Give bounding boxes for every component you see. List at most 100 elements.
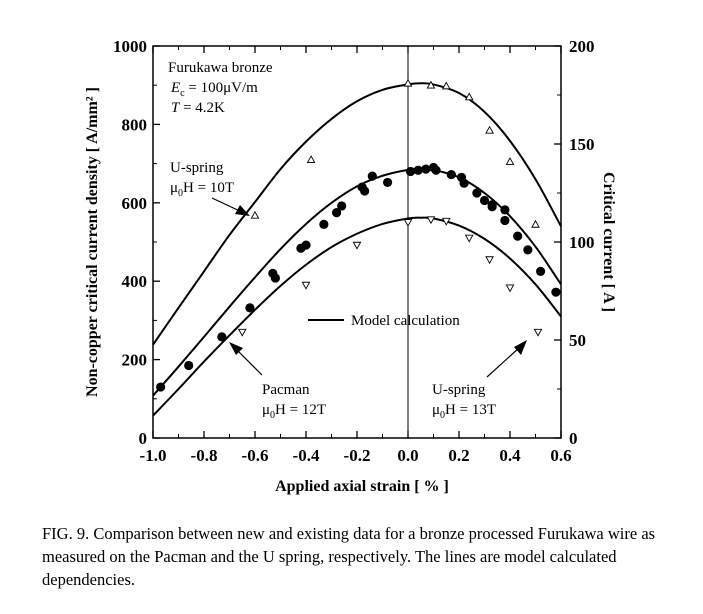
- legend-model-calculation: Model calculation: [308, 313, 460, 329]
- data-point-uspring-10t: [531, 219, 540, 228]
- mu-sub: 0: [440, 410, 445, 421]
- data-point-pacman: [536, 266, 546, 276]
- x-tick-label: 0.2: [448, 446, 469, 465]
- arrow-head: [514, 340, 527, 355]
- data-point-pacman: [500, 205, 510, 215]
- x-tick-label: -1.0: [140, 446, 167, 465]
- model-curve: [152, 167, 562, 397]
- info-criterion-symbol: E: [170, 80, 180, 96]
- info-criterion-sub: c: [180, 88, 185, 99]
- data-point-uspring-13t: [301, 281, 311, 290]
- data-point-pacman: [472, 188, 482, 198]
- data-point-uspring-13t: [505, 284, 515, 293]
- y-tick-label: 600: [122, 194, 148, 213]
- data-point-pacman: [332, 208, 342, 218]
- arrow-head: [229, 342, 243, 355]
- annotation-pacman-12t-field: μ0H = 12T: [262, 402, 326, 421]
- y-tick-labels: 0 200 400 600 800 1000: [113, 37, 147, 448]
- data-point-uspring-13t: [464, 234, 474, 243]
- legend-label: Model calculation: [351, 313, 460, 329]
- arrow-line: [234, 347, 263, 376]
- mu-symbol: μ: [262, 402, 270, 418]
- mu-symbol: μ: [432, 402, 440, 418]
- data-point-uspring-10t: [306, 155, 316, 164]
- model-curve: [152, 82, 562, 346]
- data-point-uspring-13t: [403, 219, 413, 227]
- annotation-uspring-13t: U-spring μ0H = 13T: [432, 340, 527, 421]
- data-point-uspring-10t: [250, 210, 260, 219]
- y2-tick-labels: 0 50 100 150 200: [569, 37, 595, 448]
- data-point-pacman: [459, 178, 469, 188]
- info-temperature: T = 4.2K: [171, 100, 225, 116]
- x-tick-label: -0.2: [344, 446, 371, 465]
- mu-sub: 0: [270, 410, 275, 421]
- data-point-uspring-13t: [352, 241, 362, 250]
- data-point-pacman: [301, 240, 311, 250]
- data-point-pacman: [383, 177, 393, 188]
- data-point-uspring-10t: [403, 78, 413, 87]
- x-tick-label: 0.0: [397, 446, 418, 465]
- annotation-uspring-13t-name: U-spring: [432, 382, 486, 398]
- y-tick-label: 200: [122, 351, 148, 370]
- data-point-pacman: [268, 268, 278, 278]
- data-point-pacman: [487, 202, 497, 212]
- x-tick-label: -0.8: [191, 446, 218, 465]
- mu-sub: 0: [178, 188, 183, 199]
- data-point-pacman: [405, 166, 416, 177]
- data-points: [156, 78, 561, 392]
- arrow-line: [486, 346, 521, 378]
- data-point-uspring-13t: [485, 256, 494, 265]
- data-point-pacman: [319, 219, 329, 229]
- arrow-head: [235, 205, 250, 216]
- data-point-pacman: [421, 164, 431, 174]
- data-point-uspring-10t: [485, 125, 494, 134]
- y-tick-label: 400: [122, 272, 148, 291]
- field-value: H = 13T: [445, 402, 496, 418]
- data-point-pacman: [431, 165, 441, 175]
- data-point-pacman: [513, 231, 523, 241]
- x-tick-label: -0.6: [242, 446, 269, 465]
- data-point-pacman: [357, 182, 367, 192]
- info-box: Furukawa bronze Ec = 100μV/m T = 4.2K: [168, 60, 273, 116]
- data-point-pacman: [446, 169, 456, 180]
- x-tick-label: -0.4: [293, 446, 320, 465]
- y2-tick-label: 100: [569, 233, 595, 252]
- data-point-pacman: [367, 171, 377, 181]
- y-tick-label: 0: [139, 429, 148, 448]
- y2-tick-label: 0: [569, 429, 578, 448]
- info-temperature-symbol: T: [171, 100, 181, 116]
- annotation-pacman-12t-name: Pacman: [262, 382, 310, 398]
- data-point-pacman: [523, 245, 533, 255]
- data-point-uspring-10t: [464, 92, 474, 101]
- annotation-uspring-10t: U-spring μ0H = 10T: [170, 160, 250, 216]
- data-point-pacman: [551, 287, 561, 297]
- data-point-pacman: [245, 303, 255, 313]
- axis-ticks: [152, 45, 562, 439]
- annotation-uspring-10t-name: U-spring: [170, 160, 224, 176]
- info-criterion: Ec = 100μV/m: [170, 80, 258, 99]
- annotation-uspring-10t-field: μ0H = 10T: [170, 180, 234, 199]
- strain-chart: -1.0 -0.8 -0.6 -0.4 -0.2 0.0 0.2 0.4 0.6 0 200 400…: [84, 37, 617, 495]
- info-material: Furukawa bronze: [168, 60, 273, 76]
- data-point-uspring-10t: [441, 81, 451, 90]
- x-tick-label: 0.6: [550, 446, 571, 465]
- info-temperature-value: = 4.2K: [179, 100, 225, 116]
- data-point-uspring-13t: [533, 328, 543, 337]
- y2-tick-label: 50: [569, 331, 586, 350]
- field-value: H = 12T: [275, 402, 326, 418]
- x-tick-label: 0.4: [499, 446, 521, 465]
- y-axis-title: Non-copper critical current density [ A/…: [84, 87, 101, 397]
- y2-tick-label: 200: [569, 37, 595, 56]
- data-point-pacman: [479, 195, 490, 206]
- data-point-pacman: [413, 165, 423, 175]
- y-tick-label: 800: [122, 115, 148, 134]
- data-point-uspring-13t: [426, 216, 436, 225]
- y2-axis-title: Critical current [ A ]: [600, 172, 617, 312]
- y-tick-label: 1000: [113, 37, 147, 56]
- data-point-uspring-10t: [426, 80, 436, 89]
- model-curves: [152, 82, 562, 417]
- y2-tick-label: 150: [569, 135, 595, 154]
- field-value: H = 10T: [183, 180, 234, 196]
- annotation-uspring-13t-field: μ0H = 13T: [432, 402, 496, 421]
- x-tick-labels: -1.0 -0.8 -0.6 -0.4 -0.2 0.0 0.2 0.4 0.6: [140, 446, 572, 465]
